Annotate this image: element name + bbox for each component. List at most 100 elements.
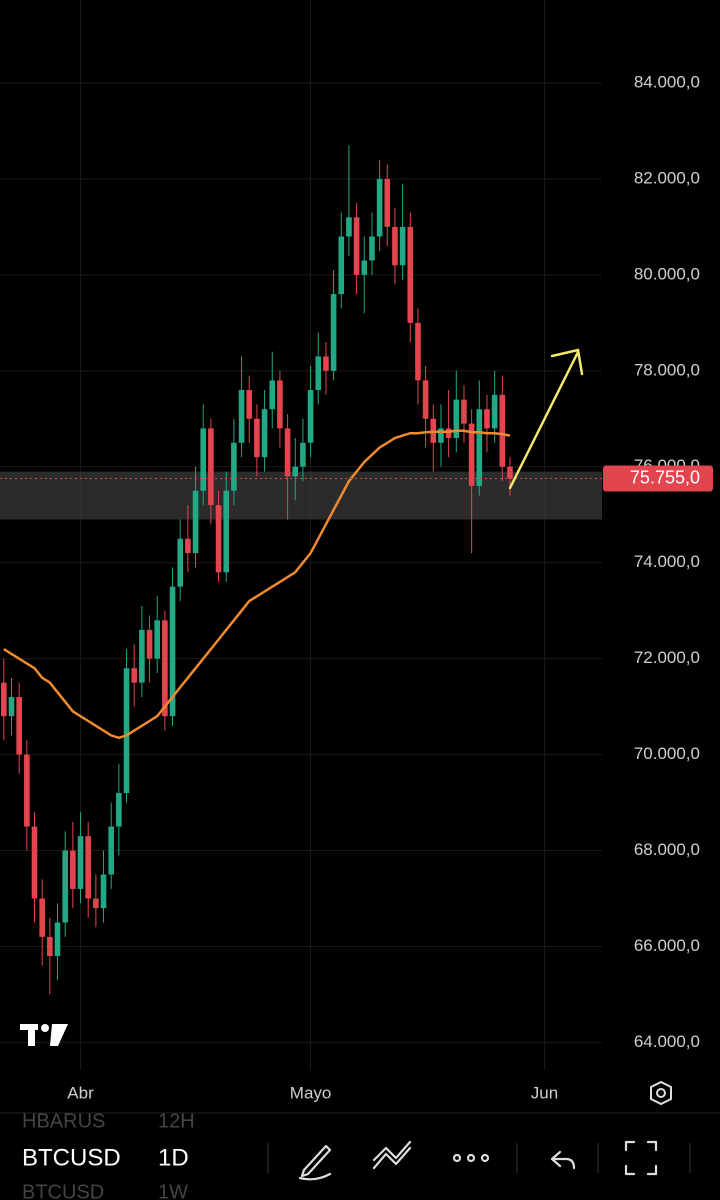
candle-body	[8, 697, 15, 717]
more-icon[interactable]	[466, 1153, 476, 1163]
candle-body	[269, 380, 276, 410]
candle-body	[93, 898, 99, 909]
candle-body	[192, 490, 199, 554]
last-price-box	[603, 465, 713, 492]
candle-body	[361, 260, 368, 275]
candle-body	[369, 236, 375, 261]
y-tick-label: 70.000,0	[634, 744, 700, 763]
y-tick-label: 68.000,0	[634, 840, 700, 859]
candle-body	[223, 490, 230, 573]
arrow-annotation	[508, 348, 584, 490]
candle-body	[62, 850, 68, 923]
candle-body	[422, 380, 429, 419]
interval[interactable]: 1W	[158, 1181, 188, 1200]
candle-body	[54, 922, 61, 957]
trend-icon[interactable]	[372, 1140, 412, 1170]
candle-body	[238, 390, 245, 443]
y-tick-label: 82.000,0	[634, 168, 700, 187]
candle-body	[100, 874, 107, 909]
y-tick-label: 80.000,0	[634, 264, 700, 283]
more-icon[interactable]	[452, 1153, 462, 1163]
candle-body	[169, 586, 176, 717]
logo	[20, 1024, 68, 1046]
candle-body	[146, 629, 153, 659]
candle-body	[507, 466, 513, 479]
candle-body	[139, 629, 145, 683]
grid	[0, 0, 602, 1070]
y-tick-label: 74.000,0	[634, 552, 700, 571]
candle-body	[453, 399, 460, 438]
x-tick-label: Mayo	[290, 1083, 332, 1102]
logo-part	[41, 1024, 49, 1032]
candle-body	[246, 390, 253, 419]
candle-body	[415, 322, 421, 381]
candle-body	[70, 850, 76, 889]
draw-icon[interactable]	[298, 1144, 332, 1181]
y-tick-label: 66.000,0	[634, 936, 700, 955]
candle-body	[108, 826, 114, 875]
more-icon[interactable]	[480, 1153, 490, 1163]
y-tick-label: 84.000,0	[634, 72, 700, 91]
candle-body	[177, 538, 184, 587]
candle-body	[200, 428, 207, 491]
candle-body	[31, 826, 38, 899]
candle-body	[353, 217, 360, 275]
y-tick-label: 64.000,0	[634, 1032, 700, 1051]
y-tick-label: 72.000,0	[634, 648, 700, 667]
candle-body	[484, 409, 490, 429]
settings-icon[interactable]	[650, 1080, 672, 1106]
settings-dot	[656, 1088, 666, 1098]
candle-body	[77, 836, 84, 889]
candle-body	[215, 505, 222, 573]
candle-body	[292, 466, 299, 477]
candle-body	[376, 178, 383, 237]
candle-body	[261, 409, 268, 458]
candle-body	[154, 620, 161, 659]
candle-body	[399, 226, 406, 266]
candle-body	[468, 423, 475, 486]
undo-icon[interactable]	[550, 1150, 576, 1170]
candle-body	[346, 217, 352, 237]
candle-body	[491, 394, 498, 429]
candle-body	[392, 226, 398, 266]
logo-part	[28, 1024, 35, 1046]
candle-body	[116, 792, 122, 827]
candle-body	[208, 428, 214, 506]
candle-body	[284, 428, 291, 477]
candle-body	[123, 668, 130, 793]
candle-body	[277, 380, 283, 429]
x-tick-label: Jun	[531, 1083, 558, 1102]
y-tick-label: 78.000,0	[634, 360, 700, 379]
candle-body	[315, 356, 322, 391]
candle-body	[185, 538, 191, 554]
moving-average	[3, 429, 511, 740]
settings-hex	[650, 1080, 672, 1106]
x-tick-label: Abr	[67, 1083, 94, 1102]
last-price-label: 75.755,0	[630, 467, 700, 487]
arrow-head	[550, 348, 584, 376]
candle-body	[499, 394, 506, 467]
symbol[interactable]: BTCUSD	[22, 1181, 104, 1200]
candle-body	[300, 442, 306, 467]
zone	[0, 471, 602, 520]
toolbar: HBARUS 12H BTCUSD 1D BTCUSD 1W	[0, 1110, 720, 1200]
candle-body	[445, 428, 452, 438]
interval[interactable]: 1D	[158, 1144, 189, 1171]
candle-body	[16, 697, 22, 755]
candle-body	[384, 178, 391, 227]
candle-body	[476, 409, 483, 486]
candle-body	[438, 428, 444, 443]
symbol[interactable]: BTCUSD	[22, 1144, 121, 1171]
toolbar-bg	[0, 1113, 720, 1200]
candle-body	[338, 236, 345, 295]
interval[interactable]: 12H	[158, 1110, 195, 1132]
candle-body	[47, 936, 53, 957]
plot	[0, 145, 602, 995]
fullscreen-icon[interactable]	[624, 1140, 658, 1176]
symbol[interactable]: HBARUS	[22, 1110, 105, 1132]
candle-body	[231, 442, 237, 491]
candle-body	[323, 356, 329, 371]
